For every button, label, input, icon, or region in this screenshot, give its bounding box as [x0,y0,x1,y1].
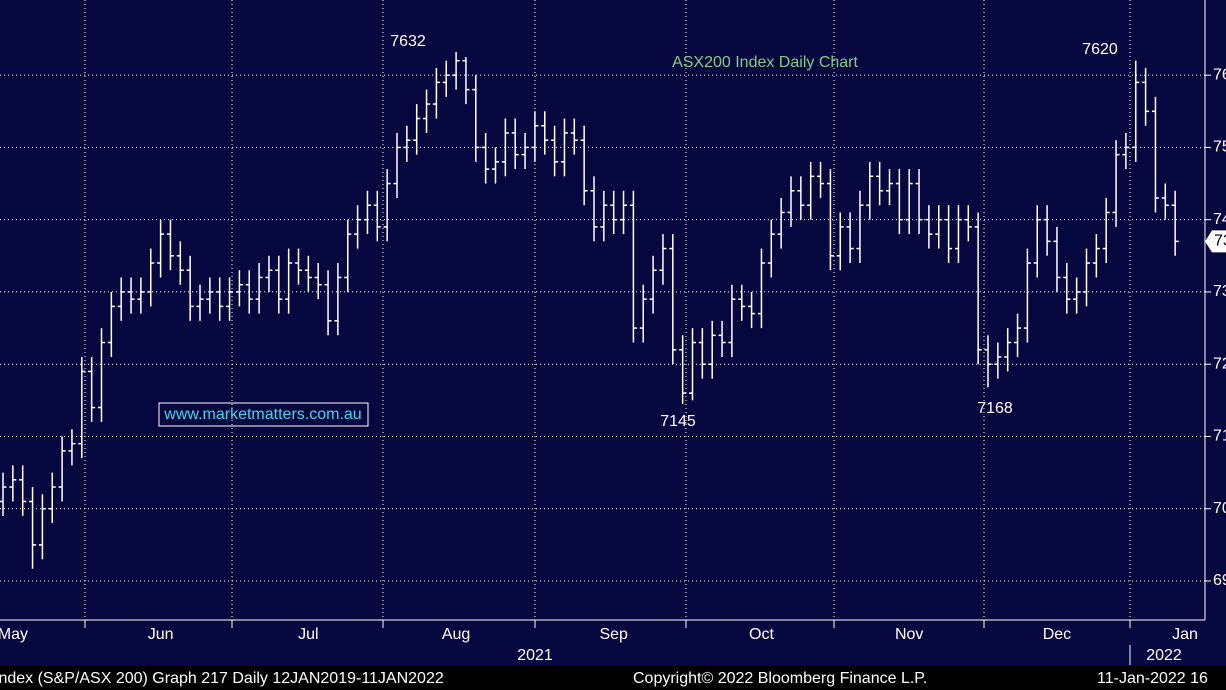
annotation: 7620 [1082,41,1118,58]
y-tick-label: 7300 [1213,283,1226,300]
annotation: 7168 [977,400,1013,417]
x-tick-label: Dec [1043,626,1071,643]
x-tick-label: Oct [749,626,774,643]
y-tick-label: 7100 [1213,428,1226,445]
last-price-box [1205,230,1226,253]
y-tick-label: 7600 [1213,66,1226,83]
y-tick-label: 7400 [1213,211,1226,228]
y-tick-label: 6900 [1213,572,1226,589]
footer [0,666,1226,690]
y-tick-label: 7200 [1213,355,1226,372]
x-tick-label: Jan [1172,626,1198,643]
x-tick-label: Nov [895,626,923,643]
footer-center: Copyright© 2022 Bloomberg Finance L.P. [633,670,927,687]
x-tick-label: Aug [442,626,470,643]
annotation: 7145 [660,413,696,430]
chart-title: ASX200 Index Daily Chart [672,54,858,71]
x-tick-label: Jul [298,626,318,643]
year-label: 2022 [1146,647,1182,664]
year-label: 2021 [517,647,553,664]
watermark-box [158,402,369,427]
last-price-label: 7370 [1214,233,1226,250]
x-tick-label: Jun [148,626,174,643]
y-tick-label: 7000 [1213,500,1226,517]
x-tick-label: Sep [599,626,628,643]
annotation: 7632 [390,33,426,50]
watermark: www.marketmatters.com.au [163,406,361,423]
footer-left: Index (S&P/ASX 200) Graph 217 Daily 12JA… [0,670,444,687]
footer-right: 11-Jan-2022 16 [1097,670,1208,687]
x-tick-label: May [0,626,28,643]
y-tick-label: 7500 [1213,139,1226,156]
